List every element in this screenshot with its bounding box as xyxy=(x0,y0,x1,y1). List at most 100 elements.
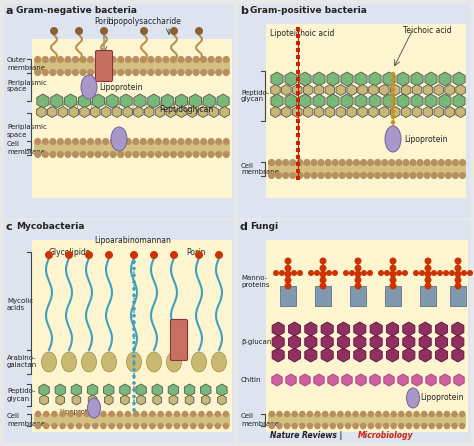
Circle shape xyxy=(360,411,366,417)
Circle shape xyxy=(132,381,136,385)
Circle shape xyxy=(35,411,41,417)
Polygon shape xyxy=(137,395,146,405)
Polygon shape xyxy=(314,84,324,95)
Circle shape xyxy=(132,273,136,277)
Polygon shape xyxy=(386,335,399,349)
Polygon shape xyxy=(87,384,98,396)
Bar xyxy=(266,24,466,198)
Bar xyxy=(32,39,232,198)
Polygon shape xyxy=(336,107,346,117)
Polygon shape xyxy=(380,84,389,95)
Polygon shape xyxy=(177,107,186,117)
Polygon shape xyxy=(327,94,339,108)
Bar xyxy=(268,414,466,426)
Polygon shape xyxy=(272,335,284,349)
Polygon shape xyxy=(220,107,229,117)
Circle shape xyxy=(67,411,74,417)
Circle shape xyxy=(398,423,405,429)
Circle shape xyxy=(424,172,431,179)
Circle shape xyxy=(185,138,192,145)
Polygon shape xyxy=(120,384,130,396)
Circle shape xyxy=(198,423,205,429)
Circle shape xyxy=(424,159,431,166)
Circle shape xyxy=(177,138,184,145)
Circle shape xyxy=(431,270,437,276)
Ellipse shape xyxy=(82,352,97,372)
Circle shape xyxy=(402,270,408,276)
Circle shape xyxy=(284,282,292,289)
Circle shape xyxy=(352,411,359,417)
Circle shape xyxy=(390,271,396,277)
Circle shape xyxy=(177,151,184,158)
Circle shape xyxy=(76,411,82,417)
Circle shape xyxy=(215,69,222,76)
Polygon shape xyxy=(386,348,399,362)
Polygon shape xyxy=(303,107,313,117)
Circle shape xyxy=(391,99,395,103)
Circle shape xyxy=(339,172,346,179)
Polygon shape xyxy=(419,348,431,362)
Text: Chitin: Chitin xyxy=(241,377,262,383)
Circle shape xyxy=(402,159,410,166)
Circle shape xyxy=(467,270,473,276)
Polygon shape xyxy=(397,72,409,86)
Circle shape xyxy=(132,151,139,158)
Bar xyxy=(238,4,470,218)
Circle shape xyxy=(410,159,417,166)
Circle shape xyxy=(391,423,397,429)
Polygon shape xyxy=(313,94,325,108)
Polygon shape xyxy=(436,335,447,349)
Polygon shape xyxy=(271,72,283,86)
Polygon shape xyxy=(292,84,302,95)
Circle shape xyxy=(413,270,419,276)
Circle shape xyxy=(452,172,459,179)
Circle shape xyxy=(455,271,462,277)
Circle shape xyxy=(190,423,197,429)
Polygon shape xyxy=(80,107,89,117)
Circle shape xyxy=(49,138,56,145)
Bar xyxy=(34,141,230,154)
Circle shape xyxy=(355,257,362,264)
Circle shape xyxy=(361,270,367,276)
Circle shape xyxy=(208,56,215,63)
Circle shape xyxy=(105,251,113,259)
Ellipse shape xyxy=(88,398,100,418)
Text: Porin: Porin xyxy=(186,248,205,257)
Circle shape xyxy=(35,423,41,429)
Circle shape xyxy=(87,69,94,76)
Circle shape xyxy=(374,159,381,166)
Circle shape xyxy=(314,270,320,276)
Ellipse shape xyxy=(166,352,182,372)
Circle shape xyxy=(75,27,83,35)
Circle shape xyxy=(132,368,136,372)
Polygon shape xyxy=(136,384,146,396)
Polygon shape xyxy=(104,395,113,405)
Circle shape xyxy=(284,411,291,417)
Polygon shape xyxy=(398,374,408,386)
Circle shape xyxy=(163,151,170,158)
Circle shape xyxy=(329,423,336,429)
Circle shape xyxy=(461,270,467,276)
Polygon shape xyxy=(123,107,132,117)
Polygon shape xyxy=(271,107,280,117)
Polygon shape xyxy=(358,84,367,95)
Text: Lipoteichoic acid: Lipoteichoic acid xyxy=(270,29,334,38)
Text: c: c xyxy=(6,222,13,232)
Polygon shape xyxy=(69,107,79,117)
Circle shape xyxy=(445,172,452,179)
Polygon shape xyxy=(369,72,381,86)
Text: Cell
membrane: Cell membrane xyxy=(7,141,45,154)
Circle shape xyxy=(125,411,131,417)
Polygon shape xyxy=(391,107,400,117)
Polygon shape xyxy=(328,374,338,386)
Text: Lipopolysaccharide: Lipopolysaccharide xyxy=(107,17,181,26)
Circle shape xyxy=(289,172,296,179)
Circle shape xyxy=(396,270,402,276)
Circle shape xyxy=(170,251,178,259)
Circle shape xyxy=(177,69,184,76)
Circle shape xyxy=(329,411,336,417)
Circle shape xyxy=(438,159,445,166)
Bar xyxy=(296,77,300,81)
Circle shape xyxy=(395,172,402,179)
Bar xyxy=(296,112,300,116)
